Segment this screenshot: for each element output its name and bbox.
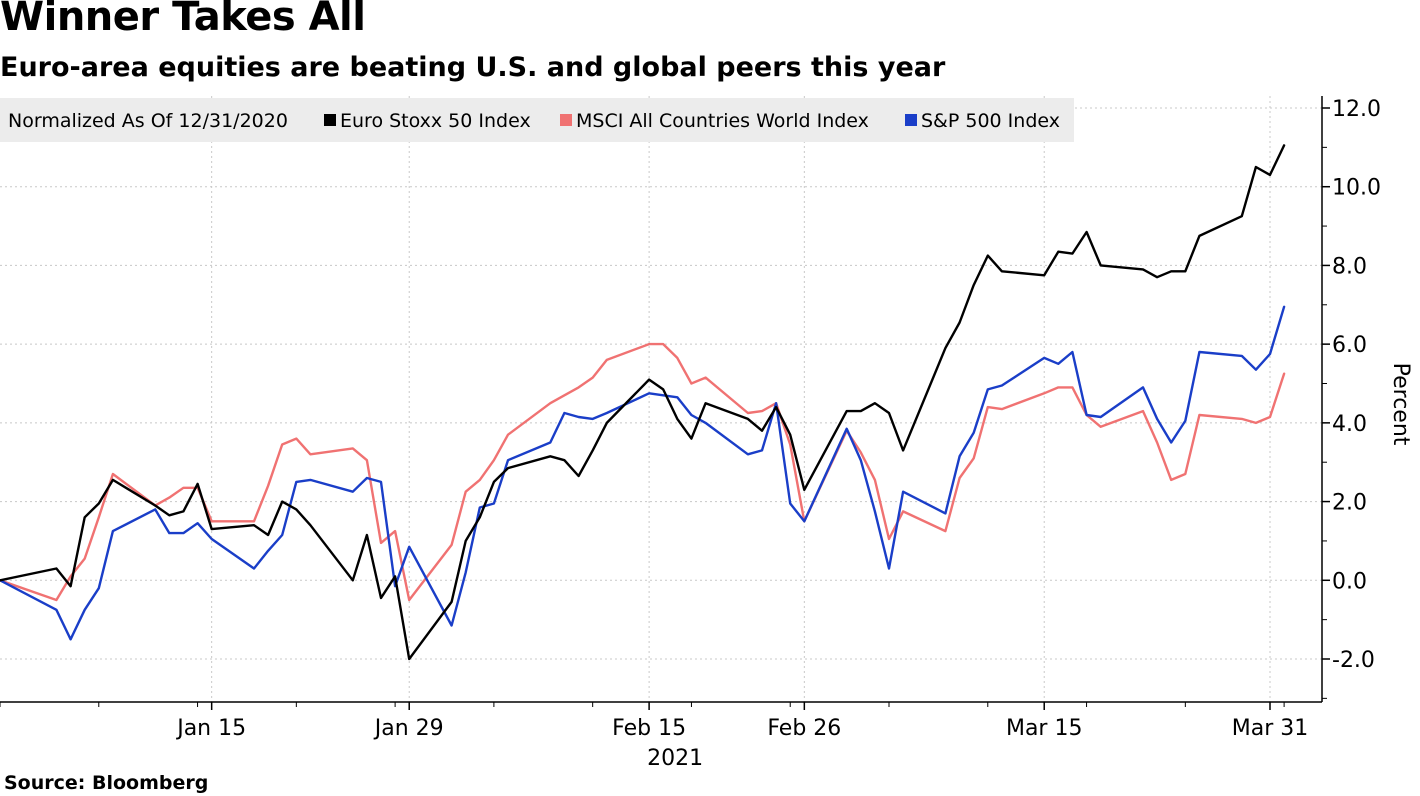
x-tick-label: Feb 26: [767, 716, 841, 741]
x-tick-label: Mar 15: [1006, 716, 1083, 741]
y-tick-label: 12.0: [1332, 97, 1381, 122]
x-year-label: 2021: [647, 746, 703, 771]
y-tick-label: 0.0: [1332, 569, 1367, 594]
x-tick-label: Jan 15: [175, 716, 246, 741]
y-tick-label: 6.0: [1332, 333, 1367, 358]
y-tick-label: 4.0: [1332, 412, 1367, 437]
legend-entry: S&P 500 Index: [921, 110, 1060, 132]
x-tick-label: Mar 31: [1232, 716, 1309, 741]
legend: Normalized As Of 12/31/2020 Euro Stoxx 50…: [0, 98, 1074, 142]
page-subtitle: Euro-area equities are beating U.S. and …: [0, 52, 946, 83]
legend-background: [0, 98, 1074, 142]
axes: 12.0 10.0 8.0 6.0 4.0 2.0 0.0 -2.0 Jan 15 Jan 29 F…: [0, 96, 1413, 771]
x-tick-label: Jan 29: [373, 716, 444, 741]
source-note: Source: Bloomberg: [4, 772, 209, 794]
y-tick-label: 10.0: [1332, 176, 1381, 201]
x-tick-label: Feb 15: [612, 716, 686, 741]
legend-swatch: [560, 114, 572, 126]
legend-entry: Euro Stoxx 50 Index: [340, 110, 531, 132]
legend-swatch: [324, 114, 336, 126]
y-axis-label: Percent: [1388, 363, 1413, 446]
series-line-s-p-500-index: [0, 305, 1286, 641]
legend-swatch: [905, 114, 917, 126]
series-lines: [0, 144, 1286, 661]
page-title: Winner Takes All: [0, 0, 366, 40]
legend-entry: MSCI All Countries World Index: [576, 110, 869, 132]
y-tick-label: -2.0: [1332, 648, 1375, 673]
y-tick-label: 2.0: [1332, 491, 1367, 516]
y-tick-label: 8.0: [1332, 254, 1367, 279]
legend-title: Normalized As Of 12/31/2020: [8, 110, 288, 132]
series-line-euro-stoxx-50-index: [0, 144, 1286, 661]
series-line-msci-all-countries-world-index: [0, 342, 1286, 602]
grid-lines: [0, 96, 1322, 702]
